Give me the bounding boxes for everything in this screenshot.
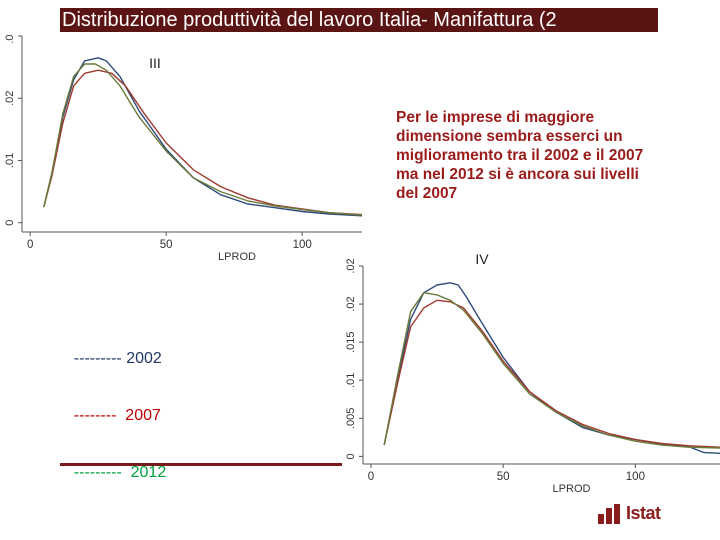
slide-title-bar: Distribuzione produttività del lavoro It… (60, 8, 658, 32)
legend-entry-2002: --------- 2002 (56, 330, 166, 387)
y-tick-label: .02 (345, 258, 357, 273)
legend-entry-2007: -------- 2007 (56, 387, 166, 444)
series-line-1 (383, 299, 720, 448)
x-axis-label: LPROD (218, 251, 256, 263)
chart-background (0, 34, 362, 266)
slide-title: Distribuzione produttività del lavoro It… (62, 9, 557, 31)
x-tick-label: 50 (160, 239, 173, 251)
legend: --------- 2002 -------- 2007 --------- 2… (56, 330, 166, 501)
density-chart-iv: 0 .005 .01 .015 .02 .02 0 50 100 LPROD IV (337, 252, 720, 502)
density-chart-iii: 0 .01 .02 .03 0 50 100 LPROD III (0, 34, 362, 266)
x-tick-label: 0 (27, 239, 33, 251)
legend-dashes: -------- (73, 407, 117, 424)
x-tick-label: 100 (293, 239, 312, 251)
istat-logo: Istat (598, 503, 661, 524)
x-tick-label: 100 (626, 471, 645, 483)
chart-panel-iii: 0 .01 .02 .03 0 50 100 LPROD III (0, 34, 362, 266)
series-line-0 (43, 57, 362, 217)
panel-label: IV (475, 252, 489, 267)
series-line-2 (43, 63, 362, 216)
y-tick-label: 0 (345, 453, 357, 459)
legend-label: 2012 (130, 464, 167, 481)
chart-panel-iv: 0 .005 .01 .015 .02 .02 0 50 100 LPROD IV (337, 252, 720, 502)
legend-entry-2012: --------- 2012 (56, 444, 166, 501)
divider-rule (60, 463, 342, 466)
y-tick-label: 0 (4, 220, 16, 226)
istat-logo-text: Istat (626, 503, 661, 523)
legend-dashes: --------- (73, 464, 122, 481)
x-tick-label: 50 (497, 471, 510, 483)
panel-label: III (149, 55, 161, 71)
legend-label: 2007 (125, 407, 161, 424)
x-tick-label: 0 (368, 471, 374, 483)
y-tick-label: .01 (345, 373, 357, 388)
legend-dashes: --------- (73, 350, 122, 367)
y-tick-label: .03 (4, 34, 16, 44)
y-tick-label: .01 (4, 153, 16, 168)
y-tick-label: .015 (345, 331, 357, 352)
x-axis-label: LPROD (553, 483, 591, 495)
legend-label: 2002 (126, 350, 162, 367)
y-tick-label: .005 (345, 408, 357, 429)
istat-logo-icon (598, 503, 622, 524)
y-tick-label: .02 (345, 296, 357, 311)
series-line-2 (383, 292, 720, 449)
y-tick-label: .02 (4, 91, 16, 106)
annotation-text: Per le imprese di maggiore dimensione se… (396, 109, 644, 202)
chart-background (337, 252, 720, 502)
